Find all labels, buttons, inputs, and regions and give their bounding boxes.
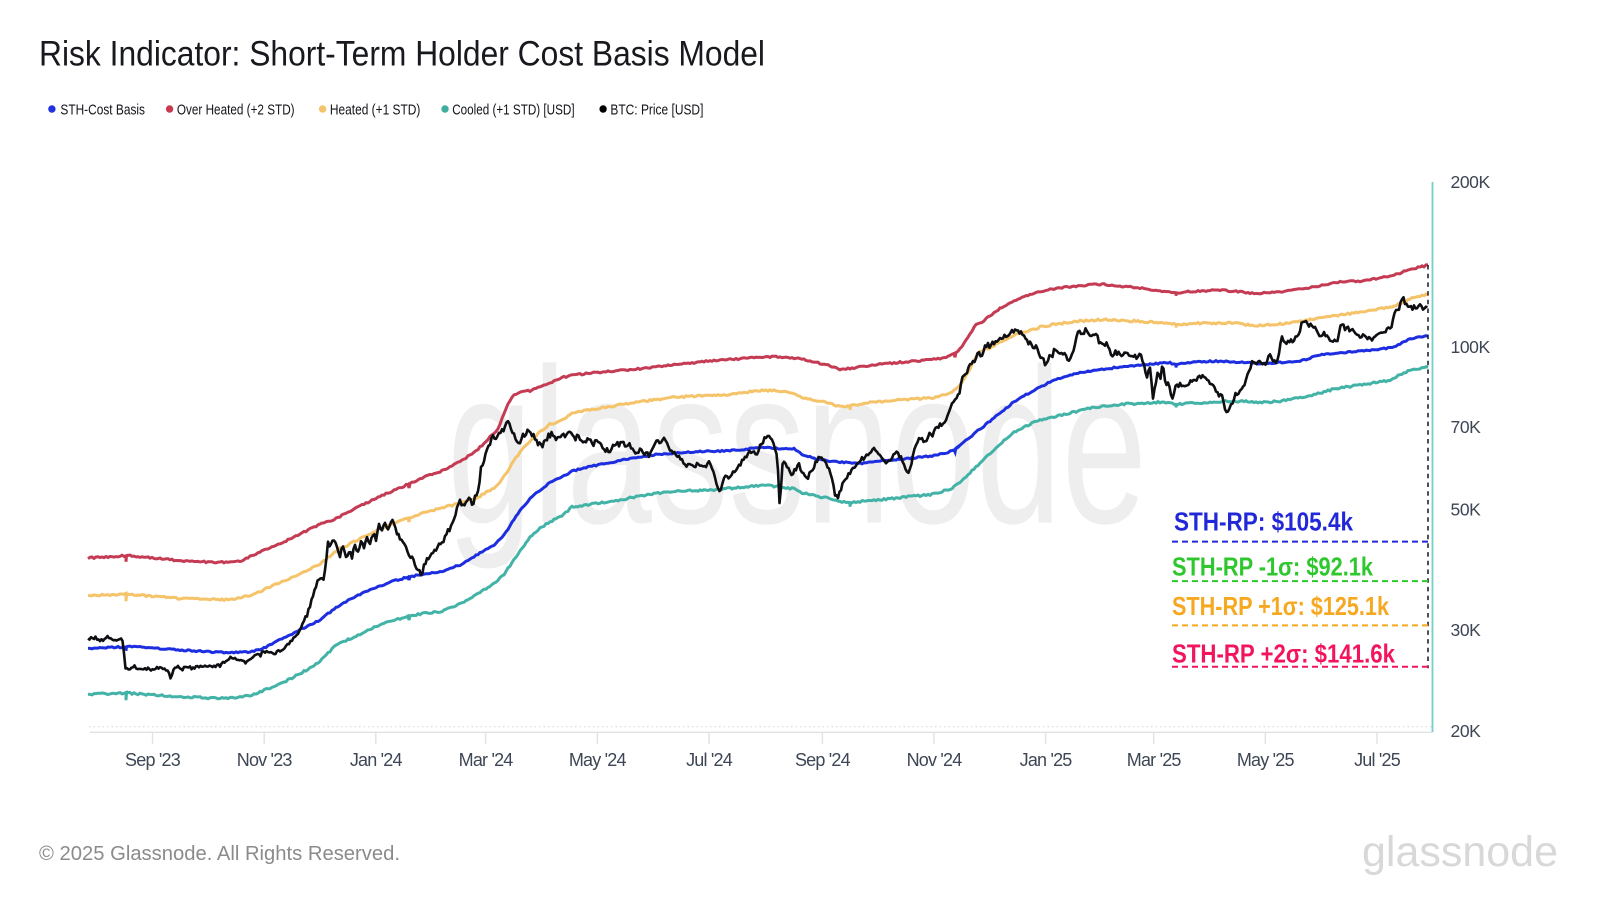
svg-text:© 2025 Glassnode. All Rights R: © 2025 Glassnode. All Rights Reserved. (39, 843, 400, 865)
svg-text:70K: 70K (1451, 417, 1482, 437)
svg-text:100K: 100K (1451, 337, 1491, 357)
svg-text:20K: 20K (1451, 721, 1482, 741)
svg-text:Mar '25: Mar '25 (1127, 750, 1182, 770)
svg-text:BTC: Price [USD]: BTC: Price [USD] (610, 103, 703, 119)
svg-text:Jan '24: Jan '24 (350, 750, 403, 770)
svg-text:Over Heated (+2 STD): Over Heated (+2 STD) (177, 103, 295, 119)
svg-text:Jan '25: Jan '25 (1020, 750, 1073, 770)
svg-text:glassnode: glassnode (447, 323, 1147, 570)
svg-text:May '25: May '25 (1237, 750, 1295, 770)
svg-text:Jul '24: Jul '24 (686, 750, 733, 770)
svg-text:STH-Cost Basis: STH-Cost Basis (60, 103, 145, 119)
svg-text:Sep '24: Sep '24 (795, 750, 851, 770)
svg-text:200K: 200K (1451, 172, 1491, 192)
svg-text:Risk Indicator: Short-Term Hol: Risk Indicator: Short-Term Holder Cost B… (39, 35, 765, 74)
svg-text:Sep '23: Sep '23 (125, 750, 181, 770)
svg-text:glassnode: glassnode (1362, 828, 1558, 875)
svg-text:50K: 50K (1451, 500, 1482, 520)
svg-text:STH-RP +1σ: $125.1k: STH-RP +1σ: $125.1k (1172, 591, 1389, 621)
svg-text:30K: 30K (1451, 620, 1482, 640)
svg-text:Heated (+1 STD): Heated (+1 STD) (330, 103, 421, 119)
svg-text:Cooled (+1 STD) [USD]: Cooled (+1 STD) [USD] (452, 103, 574, 119)
svg-text:Jul '25: Jul '25 (1354, 750, 1401, 770)
svg-text:Nov '23: Nov '23 (237, 750, 293, 770)
svg-text:Mar '24: Mar '24 (459, 750, 514, 770)
svg-text:STH-RP -1σ: $92.1k: STH-RP -1σ: $92.1k (1172, 551, 1373, 581)
svg-text:STH-RP +2σ: $141.6k: STH-RP +2σ: $141.6k (1172, 639, 1395, 669)
svg-text:STH-RP: $105.4k: STH-RP: $105.4k (1174, 507, 1353, 537)
svg-text:Nov '24: Nov '24 (907, 750, 963, 770)
svg-text:May '24: May '24 (569, 750, 627, 770)
